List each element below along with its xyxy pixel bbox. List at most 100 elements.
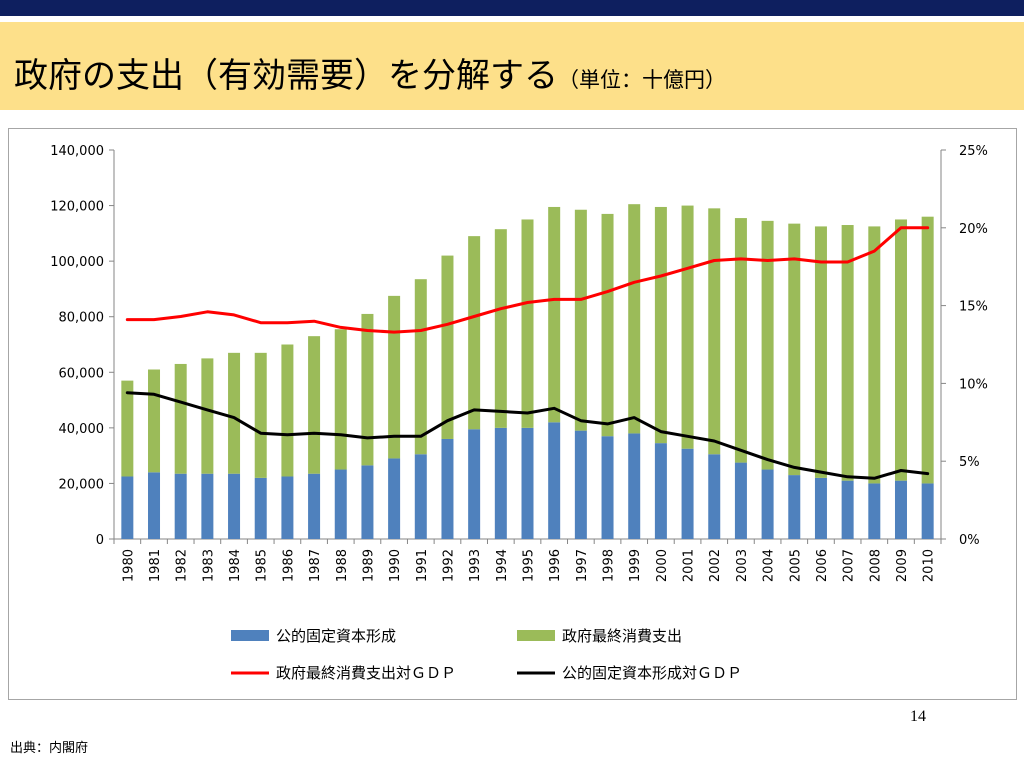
bar-consumption <box>388 295 401 459</box>
x-tick-label: 2010 <box>922 549 937 582</box>
legend-consumption-label: 政府最終消費支出 <box>562 627 682 645</box>
bar-public-investment <box>921 483 934 539</box>
bar-consumption <box>681 205 694 449</box>
y-right-tick-label: 10% <box>959 377 988 392</box>
x-tick-label: 1982 <box>175 549 190 582</box>
chart-axes: 0 20,000 40,000 60,000 80,000 100,000 120,000 1… <box>50 144 988 548</box>
x-tick-label: 1997 <box>575 549 590 582</box>
header-divider <box>0 16 1024 19</box>
x-tick-label: 2004 <box>762 549 777 582</box>
y-right-tick-label: 0% <box>959 533 980 548</box>
y-left-tick-label: 120,000 <box>50 200 104 215</box>
bar-public-investment <box>708 454 721 539</box>
bar-public-investment <box>201 473 214 539</box>
bar-public-investment <box>761 469 774 539</box>
bar-consumption <box>361 313 374 466</box>
bar-consumption <box>601 213 614 437</box>
bar-consumption <box>494 229 507 428</box>
x-tick-label: 1991 <box>415 549 430 582</box>
x-tick-label: 2008 <box>868 549 883 582</box>
bar-public-investment <box>654 443 667 539</box>
bar-public-investment <box>894 480 907 539</box>
bar-consumption <box>708 208 721 455</box>
bar-consumption <box>228 352 241 474</box>
bar-consumption <box>761 220 774 470</box>
x-tick-label: 1986 <box>281 549 296 582</box>
bar-public-investment <box>174 473 187 539</box>
x-tick-label: 2009 <box>895 549 910 582</box>
legend-public-investment-label: 公的固定資本形成 <box>276 627 396 645</box>
chart-lines <box>125 226 930 480</box>
bar-consumption <box>441 255 454 439</box>
x-tick-label: 1995 <box>522 549 537 582</box>
bar-public-investment <box>574 430 587 539</box>
bar-public-investment <box>788 475 801 539</box>
bar-public-investment <box>628 433 641 539</box>
bar-consumption <box>788 223 801 476</box>
x-tick-label: 2005 <box>788 549 803 582</box>
bar-public-investment <box>468 429 481 539</box>
bar-public-investment <box>441 438 454 539</box>
line-consumption-ratio <box>125 226 930 334</box>
bar-public-investment <box>414 454 427 539</box>
bar-consumption <box>334 329 347 470</box>
y-left-tick-label: 40,000 <box>59 422 105 437</box>
y-right-tick-label: 15% <box>959 300 988 315</box>
bar-consumption <box>148 369 161 473</box>
bar-public-investment <box>681 448 694 539</box>
bar-public-investment <box>548 422 561 539</box>
chart-bars <box>121 204 934 539</box>
x-tick-label: 1998 <box>602 549 617 582</box>
x-tick-label: 1989 <box>361 549 376 582</box>
bar-consumption <box>921 216 934 484</box>
x-tick-label: 1984 <box>228 549 243 582</box>
bar-consumption <box>841 225 854 481</box>
bar-consumption <box>628 204 641 434</box>
bar-consumption <box>734 218 747 463</box>
x-tick-label: 1992 <box>441 549 456 582</box>
bar-consumption <box>468 236 481 430</box>
header-bar <box>0 0 1024 16</box>
bar-public-investment <box>601 436 614 539</box>
slide-title: 政府の支出（有効需要）を分解する（単位：十億円） <box>14 48 726 97</box>
line-investment-ratio <box>125 391 930 480</box>
legend-investment-ratio-label: 公的固定資本形成対ＧＤＰ <box>562 664 742 682</box>
x-tick-label: 2002 <box>708 549 723 582</box>
bar-consumption <box>548 206 561 423</box>
x-tick-label: 2000 <box>655 549 670 582</box>
bar-consumption <box>521 219 534 428</box>
x-tick-label: 1980 <box>121 549 136 582</box>
bar-public-investment <box>841 480 854 539</box>
bar-public-investment <box>121 476 134 539</box>
x-tick-label: 1987 <box>308 549 323 582</box>
bar-consumption <box>121 380 134 477</box>
bar-public-investment <box>254 477 267 539</box>
x-tick-label: 1990 <box>388 549 403 582</box>
bar-public-investment <box>734 462 747 539</box>
x-tick-label: 2003 <box>735 549 750 582</box>
bar-public-investment <box>308 473 321 539</box>
bar-consumption <box>254 352 267 478</box>
bar-public-investment <box>814 477 827 539</box>
y-left-tick-label: 140,000 <box>50 144 104 159</box>
bar-public-investment <box>361 465 374 539</box>
x-tick-label: 1981 <box>148 549 163 582</box>
chart: 0 20,000 40,000 60,000 80,000 100,000 120,000 1… <box>50 144 988 682</box>
x-tick-label: 1983 <box>201 549 216 582</box>
x-tick-labels: 1980 1981 1982 1983 1984 1985 1986 1987 1988 1989… <box>121 549 936 582</box>
bar-consumption <box>308 336 321 474</box>
title-band <box>0 22 1024 110</box>
x-tick-label: 1993 <box>468 549 483 582</box>
bar-public-investment <box>494 427 507 539</box>
chart-frame: 0 20,000 40,000 60,000 80,000 100,000 120,000 1… <box>8 128 1017 700</box>
x-tick-label: 1985 <box>255 549 270 582</box>
y-left-tick-label: 20,000 <box>59 477 105 492</box>
slide-title-text: 政府の支出（有効需要）を分解する <box>14 56 558 96</box>
y-right-tick-label: 5% <box>959 455 980 470</box>
bar-public-investment <box>148 472 161 539</box>
bar-consumption <box>201 358 214 474</box>
x-tick-label: 1994 <box>495 549 510 582</box>
bar-consumption <box>414 279 427 455</box>
y-left-tick-label: 100,000 <box>50 255 104 270</box>
